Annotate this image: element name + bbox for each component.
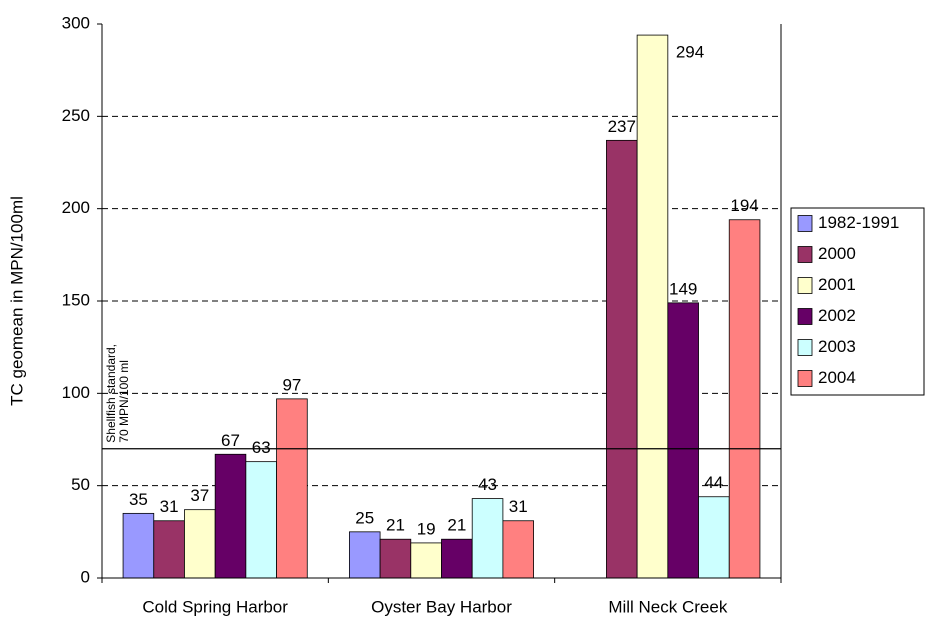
- value-label: 63: [252, 438, 271, 457]
- y-axis-label: TC geomean in MPN/100ml: [7, 196, 26, 406]
- y-tick-label: 150: [62, 290, 90, 309]
- legend-label: 2001: [818, 275, 856, 294]
- legend-swatch: [797, 277, 813, 294]
- bar: [153, 520, 185, 579]
- bar: [379, 538, 412, 579]
- bar: [502, 520, 534, 579]
- value-label: 43: [478, 475, 497, 494]
- value-label: 31: [509, 497, 528, 516]
- x-tick-label: Oyster Bay Harbor: [371, 597, 512, 616]
- legend-swatch: [797, 339, 813, 356]
- legend-swatch: [797, 308, 813, 325]
- y-tick-label: 250: [62, 106, 90, 125]
- value-label: 35: [129, 490, 148, 509]
- y-tick-label: 50: [71, 475, 90, 494]
- y-tick-label: 300: [62, 13, 90, 32]
- bar: [698, 496, 730, 579]
- value-label: 19: [417, 519, 436, 538]
- bar: [276, 398, 308, 579]
- value-label: 25: [355, 508, 374, 527]
- value-label: 37: [190, 486, 209, 505]
- value-label: 44: [704, 473, 723, 492]
- x-tick-label: Mill Neck Creek: [608, 597, 728, 616]
- bar: [245, 461, 277, 579]
- bar: [441, 538, 473, 579]
- bar: [728, 219, 761, 579]
- bar: [471, 498, 504, 579]
- legend-label: 2002: [818, 306, 856, 325]
- legend-box: [790, 207, 925, 396]
- legend-swatch: [797, 246, 813, 263]
- bar: [667, 302, 699, 579]
- value-label: 294: [676, 43, 704, 62]
- value-label: 149: [669, 279, 697, 298]
- legend-label: 2003: [818, 337, 856, 356]
- value-label: 21: [386, 516, 405, 535]
- legend-swatch: [797, 215, 813, 232]
- legend-swatch: [797, 370, 813, 387]
- bar: [214, 453, 247, 579]
- x-tick-label: Cold Spring Harbor: [142, 597, 288, 616]
- bar: [348, 531, 381, 579]
- y-tick-label: 100: [62, 383, 90, 402]
- value-label: 194: [730, 196, 758, 215]
- bar: [636, 34, 669, 579]
- reference-label: Shellfish standard,: [104, 344, 118, 443]
- reference-label: 70 MPN/100 ml: [117, 360, 131, 443]
- bar: [184, 509, 216, 579]
- value-label: 237: [608, 117, 636, 136]
- bar: [410, 542, 442, 579]
- y-tick-label: 200: [62, 198, 90, 217]
- bar: [606, 139, 638, 579]
- legend-label: 2004: [818, 368, 856, 387]
- bar: [122, 512, 155, 579]
- y-tick-label: 0: [81, 567, 90, 586]
- legend-label: 2000: [818, 244, 856, 263]
- legend-label: 1982-1991: [818, 213, 899, 232]
- value-label: 67: [221, 431, 240, 450]
- value-label: 31: [160, 497, 179, 516]
- value-label: 97: [282, 375, 301, 394]
- value-label: 21: [447, 516, 466, 535]
